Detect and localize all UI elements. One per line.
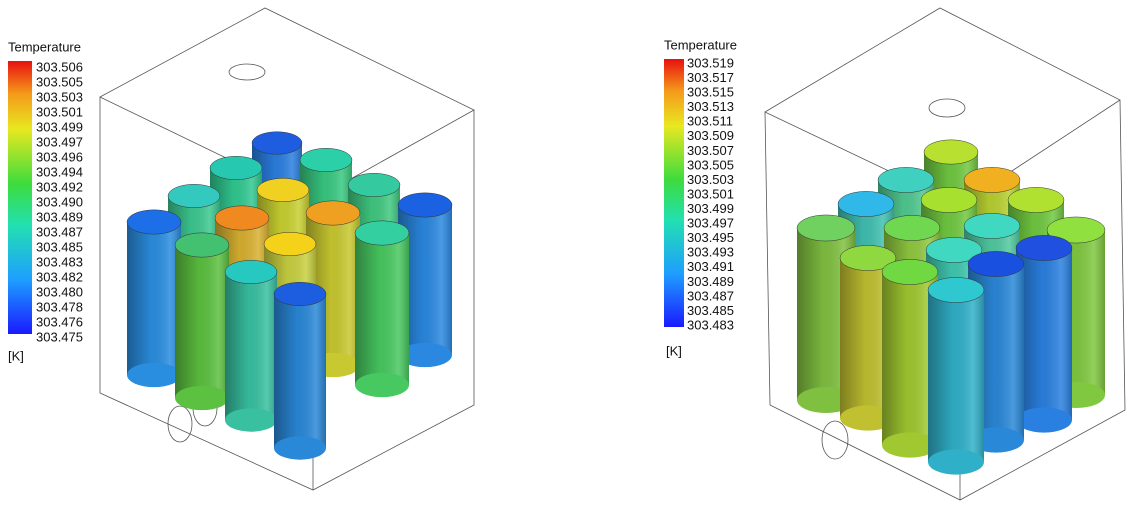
legend-label: 303.492 [36, 179, 83, 194]
cylinder-shade [175, 245, 229, 398]
legend-label: 303.480 [36, 284, 83, 299]
legend-label: 303.483 [687, 317, 734, 332]
legend-label: 303.501 [36, 104, 83, 119]
legend-label: 303.490 [36, 194, 83, 209]
cylinder [175, 233, 229, 410]
legend-label: 303.476 [36, 314, 83, 329]
cylinder-top [968, 251, 1024, 276]
cylinder-top [964, 167, 1020, 192]
legend-label: 303.515 [687, 85, 734, 100]
cylinder-bottom [274, 436, 326, 459]
color-bar [664, 59, 684, 327]
legend-label: 303.485 [36, 239, 83, 254]
legend-label: 303.499 [687, 201, 734, 216]
legend-label: 303.487 [687, 288, 734, 303]
legend-label: 303.475 [36, 329, 83, 344]
legend-label: 303.495 [687, 230, 734, 245]
legend-label: 303.494 [36, 164, 83, 179]
cylinder-top [878, 167, 934, 192]
cylinder-top [127, 210, 181, 234]
cylinder-top [264, 232, 316, 255]
cylinder-top [921, 187, 977, 212]
legend-label: 303.489 [36, 209, 83, 224]
legend-label: 303.483 [36, 254, 83, 269]
cylinder-top [355, 221, 409, 245]
cylinder-top [175, 233, 229, 257]
cylinder-top [225, 260, 277, 283]
cylinder-bottom [1016, 407, 1072, 432]
cylinder [127, 210, 181, 387]
figure: Temperature [K] Temperature [K] 303.5063… [0, 0, 1129, 506]
cylinder-shade [225, 272, 277, 420]
legend-label: 303.517 [687, 70, 734, 85]
cylinder [928, 277, 984, 474]
cylinder-top [797, 215, 855, 241]
cylinder [225, 260, 277, 431]
legend-label: 303.507 [687, 143, 734, 158]
legend-label: 303.491 [687, 259, 734, 274]
legend-unit: [K] [8, 348, 24, 363]
legend-label: 303.503 [36, 89, 83, 104]
legend-title: Temperature [664, 37, 737, 52]
cylinder-top [882, 259, 938, 284]
cylinder-shade [928, 290, 984, 462]
cylinder [355, 221, 409, 397]
legend-label: 303.497 [36, 134, 83, 149]
cylinder-top [210, 156, 262, 179]
cylinder-shade [127, 222, 181, 375]
legend-label: 303.509 [687, 128, 734, 143]
legend-label: 303.503 [687, 172, 734, 187]
legend-label: 303.513 [687, 99, 734, 114]
cylinder-top [838, 191, 894, 216]
cylinder-bottom [355, 373, 409, 397]
legend-label: 303.478 [36, 299, 83, 314]
legend-label: 303.496 [36, 149, 83, 164]
cylinder-top [348, 173, 400, 196]
cylinder-bottom [127, 363, 181, 387]
legend-label: 303.493 [687, 245, 734, 260]
cylinder-top [300, 148, 352, 171]
legend-label: 303.519 [687, 55, 734, 70]
cylinder-top [1016, 235, 1072, 260]
legend-unit: [K] [666, 343, 682, 358]
cylinder-bottom [175, 386, 229, 410]
cylinder-top [168, 184, 220, 207]
cylinder-shade [1016, 248, 1072, 420]
legend-label: 303.505 [36, 74, 83, 89]
cylinder [1016, 235, 1072, 432]
legend-label: 303.482 [36, 269, 83, 284]
cylinder-top [964, 213, 1020, 238]
cylinder [274, 282, 326, 459]
cylinders [127, 132, 1105, 475]
cylinder-top [924, 140, 978, 164]
legend-label: 303.489 [687, 274, 734, 289]
cylinder-bottom [225, 408, 277, 431]
cylinder-top [257, 178, 309, 201]
cylinder-top [884, 215, 940, 240]
legend-label: 303.497 [687, 216, 734, 231]
cylinder-shade [274, 294, 326, 448]
legend-label: 303.505 [687, 157, 734, 172]
legend-label: 303.511 [687, 114, 733, 129]
cylinder-top [398, 193, 452, 217]
legend-label: 303.501 [687, 186, 734, 201]
legend-label: 303.499 [36, 119, 83, 134]
legend-label: 303.487 [36, 224, 83, 239]
cylinder-top [306, 201, 360, 225]
cylinder-top [928, 277, 984, 302]
cylinder-top [215, 206, 269, 230]
legend-label: 303.506 [36, 59, 83, 74]
cylinder-top [252, 132, 302, 155]
color-bar [8, 61, 32, 334]
legend-title: Temperature [8, 39, 81, 54]
cylinder-shade [355, 233, 409, 385]
cylinder-top [1008, 187, 1064, 212]
legend-label: 303.485 [687, 303, 734, 318]
cylinder-bottom [928, 449, 984, 474]
cylinder-top [274, 282, 326, 305]
